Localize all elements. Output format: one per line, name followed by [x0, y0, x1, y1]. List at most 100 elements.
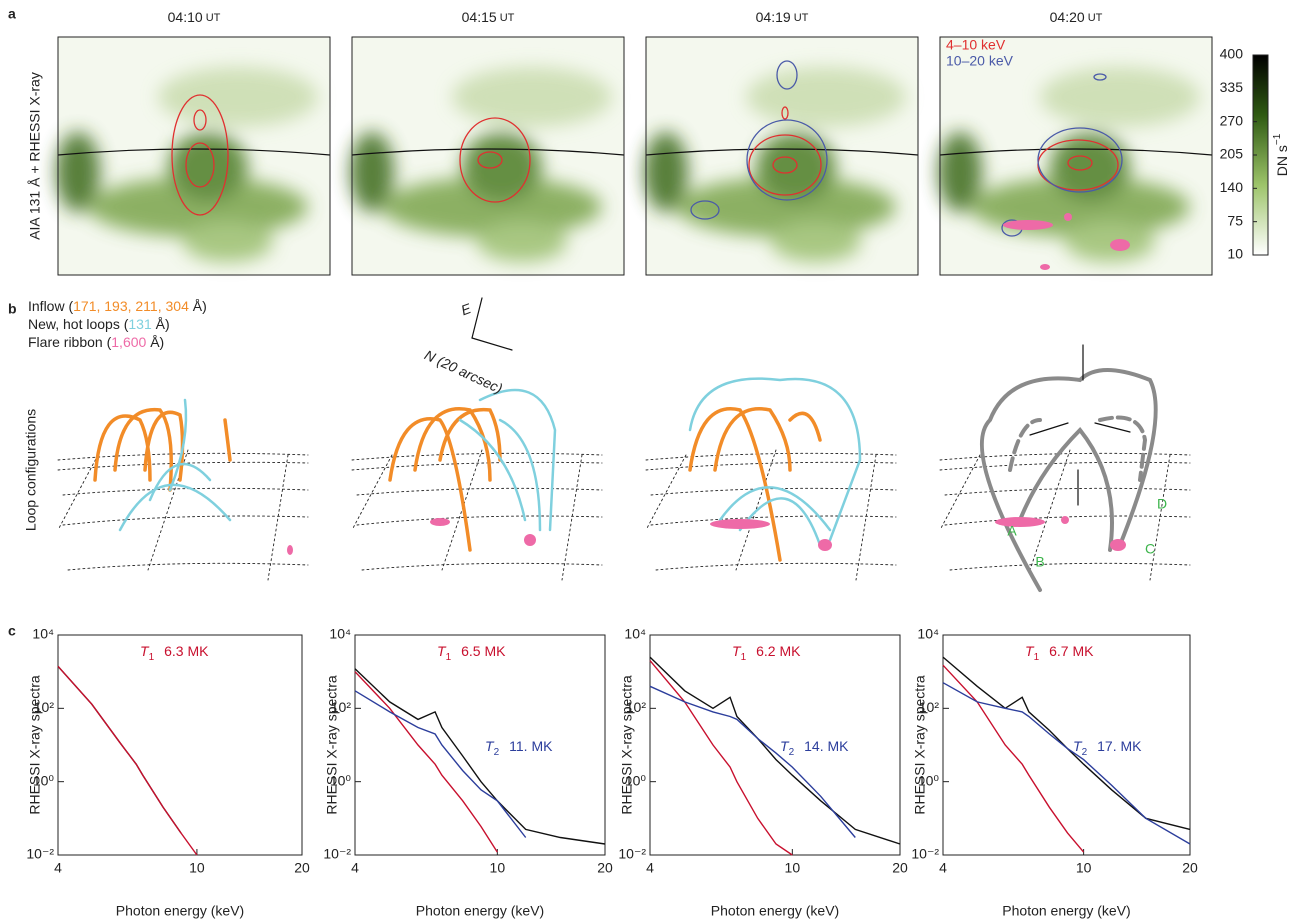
y-axis-label: RHESSI X-ray spectra — [324, 675, 340, 814]
y-axis-label: RHESSI X-ray spectra — [619, 675, 635, 814]
time-unit: UT — [794, 12, 809, 24]
x-tick-label: 20 — [892, 860, 908, 876]
x-tick-label: 20 — [294, 860, 310, 876]
spectrum-line — [942, 664, 1085, 853]
y-tick-label: 10⁴ — [624, 626, 646, 642]
spectrum-line — [649, 685, 856, 838]
spectrum-line — [354, 690, 527, 838]
y-tick-label: 10² — [626, 699, 647, 715]
temperature-symbol: T — [437, 643, 447, 659]
temperature-subscript: 1 — [149, 652, 155, 663]
time: 04:10 — [168, 9, 203, 25]
spectrum-line — [57, 665, 182, 834]
colorbar-tick-label: 140 — [1220, 179, 1244, 195]
legend-part: Inflow ( — [28, 298, 73, 314]
spectrum-line — [942, 682, 1191, 845]
temperature-value: 6.3 MK — [164, 643, 209, 659]
colorbar-tick-label: 205 — [1220, 146, 1244, 162]
y-axis-label: RHESSI X-ray spectra — [27, 675, 43, 814]
panel-b-drawings — [57, 297, 1191, 592]
legend-entry: Flare ribbon (1,600 Å) — [28, 334, 164, 350]
panel-label: a — [8, 6, 16, 22]
y-tick-label: 10⁻² — [618, 846, 646, 862]
temperature-symbol: T — [485, 738, 495, 754]
plot-frame — [942, 634, 1191, 856]
x-axis-label: Photon energy (keV) — [711, 903, 839, 919]
spectrum-line — [649, 660, 793, 856]
y-tick-label: 10⁰ — [918, 772, 940, 788]
y-tick-label: 10⁴ — [32, 626, 54, 642]
y-axis-label: RHESSI X-ray spectra — [912, 675, 928, 814]
x-tick-label: 4 — [646, 860, 654, 876]
x-tick-label: 10 — [490, 860, 506, 876]
legend-part: Å) — [189, 298, 207, 314]
x-tick-label: 4 — [351, 860, 359, 876]
temperature-value: 14. MK — [804, 738, 849, 754]
legend-part: 1,600 — [111, 334, 146, 350]
colorbar-tick-label: 75 — [1227, 212, 1243, 228]
colorbar-label: DN s−1 — [1272, 133, 1290, 176]
y-tick-label: 10⁻² — [26, 846, 54, 862]
legend-entry: 10–20 keV — [946, 53, 1014, 69]
panel-label: b — [8, 301, 17, 317]
time-unit: UT — [1088, 12, 1103, 24]
legend-part: 131 — [128, 316, 152, 332]
temperature-label: T2 17. MK — [1073, 738, 1142, 758]
legend-part: Flare ribbon ( — [28, 334, 112, 350]
time: 04:15 — [462, 9, 497, 25]
y-tick-label: 10² — [919, 699, 940, 715]
plot-frame — [649, 634, 901, 856]
x-axis-label: Photon energy (keV) — [116, 903, 244, 919]
legend-entry: 4–10 keV — [946, 37, 1006, 53]
colorbar-tick-label: 400 — [1220, 46, 1244, 62]
temperature-subscript: 2 — [789, 747, 795, 758]
temperature-label: T2 14. MK — [780, 738, 849, 758]
temperature-label: T1 6.5 MK — [437, 643, 506, 663]
x-tick-label: 20 — [1182, 860, 1198, 876]
time: 04:19 — [756, 9, 791, 25]
plot-frame — [354, 634, 606, 856]
footpoint-label: A — [1007, 523, 1017, 539]
panel-time: 04:10 UT — [168, 9, 221, 25]
footpoint-label: B — [1035, 554, 1044, 570]
y-tick-label: 10² — [331, 699, 352, 715]
temperature-subscript: 2 — [1082, 747, 1088, 758]
legend-part: 171, 193, 211, 304 — [73, 298, 189, 314]
footpoint-label: D — [1157, 496, 1167, 512]
x-tick-label: 4 — [939, 860, 947, 876]
spectrum-line — [942, 656, 1191, 831]
temperature-label: T1 6.7 MK — [1025, 643, 1094, 663]
temperature-value: 11. MK — [509, 738, 553, 754]
colorbar-tick-label: 270 — [1220, 112, 1244, 128]
colorbar-unit-exp: −1 — [1272, 133, 1283, 145]
x-tick-label: 10 — [189, 860, 205, 876]
colorbar-tick-label: 335 — [1220, 79, 1244, 95]
time-unit: UT — [500, 12, 515, 24]
legend-part: New, hot loops ( — [28, 316, 129, 332]
y-tick-label: 10⁰ — [330, 772, 352, 788]
temperature-symbol: T — [1073, 738, 1083, 754]
panel-a-images — [56, 37, 1269, 275]
colorbar-unit: DN s — [1274, 145, 1290, 176]
temperature-subscript: 1 — [1034, 652, 1040, 663]
temperature-symbol: T — [1025, 643, 1035, 659]
temperature-subscript: 1 — [741, 652, 747, 663]
temperature-symbol: T — [140, 643, 150, 659]
compass-north: N (20 arcsec) — [422, 347, 505, 397]
x-axis-label: Photon energy (keV) — [416, 903, 544, 919]
temperature-label: T1 6.3 MK — [140, 643, 209, 663]
legend-entry: Inflow (171, 193, 211, 304 Å) — [28, 298, 207, 314]
y-axis-label: AIA 131 Å + RHESSI X-ray — [27, 72, 43, 240]
compass-east: E — [459, 300, 474, 318]
temperature-value: 6.2 MK — [756, 643, 801, 659]
spectrum-line — [354, 668, 606, 845]
spectrum-line — [354, 671, 498, 853]
time-unit: UT — [206, 12, 221, 24]
y-tick-label: 10⁴ — [917, 626, 939, 642]
legend-part: Å) — [152, 316, 170, 332]
y-tick-label: 10² — [34, 699, 55, 715]
y-tick-label: 10⁻² — [911, 846, 939, 862]
x-tick-label: 10 — [1076, 860, 1092, 876]
y-tick-label: 10⁰ — [625, 772, 647, 788]
